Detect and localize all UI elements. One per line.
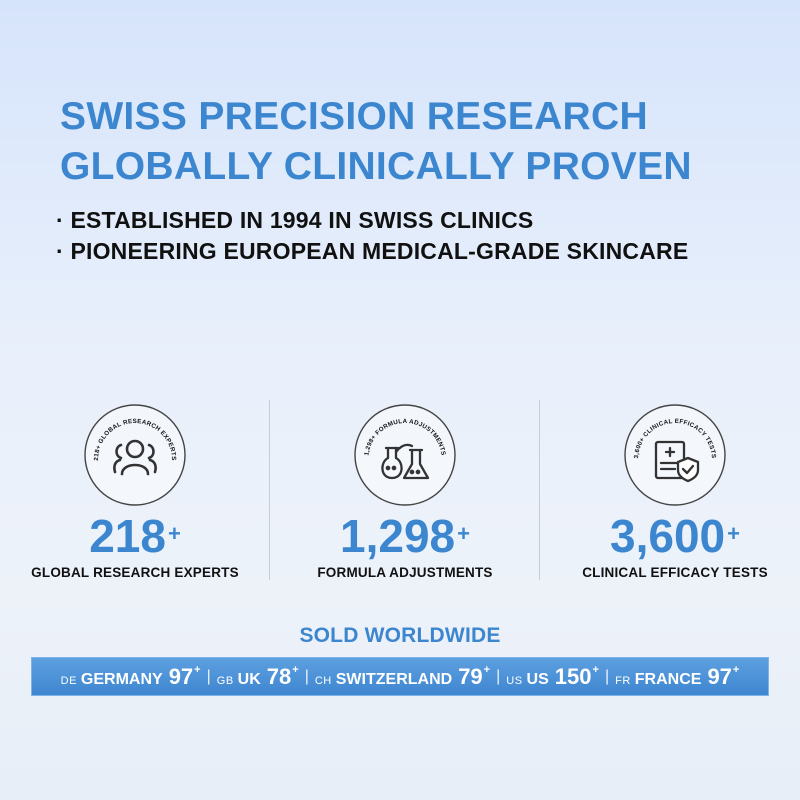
bullet-text: ESTABLISHED IN 1994 IN SWISS CLINICS <box>70 207 534 233</box>
bullet-marker: · <box>56 238 64 264</box>
stat-number: 218+ <box>89 510 181 562</box>
bullet-text: PIONEERING EUROPEAN MEDICAL-GRADE SKINCA… <box>70 238 689 264</box>
stat-number: 3,600+ <box>610 510 740 562</box>
country-item-switzerland: CH SWITZERLAND 79+ <box>315 664 490 690</box>
separator: | <box>604 667 610 685</box>
stat-number: 1,298+ <box>340 510 470 562</box>
separator: | <box>496 667 501 685</box>
sold-worldwide-title: SOLD WORLDWIDE <box>299 624 501 647</box>
bullet-item: · ESTABLISHED IN 1994 IN SWISS CLINICS <box>56 205 776 236</box>
country-item-germany: DE GERMANY 97+ <box>61 664 201 690</box>
country-name: GERMANY <box>80 670 163 688</box>
country-code: FR <box>615 674 631 687</box>
separator: | <box>206 667 211 685</box>
country-value: 97+ <box>707 663 740 689</box>
stat-clinical-tests: 3,600+ CLINICAL EFFICACY TESTS 3,600+ CL… <box>540 400 800 585</box>
country-value: 78+ <box>266 663 299 689</box>
separator: | <box>304 667 309 685</box>
country-code: DE <box>60 674 77 687</box>
stat-formula-adjustments: 1,298+ FORMULA ADJUSTMENTS 1,298+ FORMUL… <box>270 400 540 585</box>
stat-label: FORMULA ADJUSTMENTS <box>317 565 493 580</box>
country-bar: DE GERMANY 97+ | GB UK 78+ | CH SWITZERL… <box>31 657 769 696</box>
country-name: UK <box>237 670 261 688</box>
badge-formula-adjustments: 1,298+ FORMULA ADJUSTMENTS <box>350 400 460 510</box>
bullet-item: · PIONEERING EUROPEAN MEDICAL-GRADE SKIN… <box>56 236 776 267</box>
badge-clinical-tests: 3,600+ CLINICAL EFFICACY TESTS <box>620 400 730 510</box>
headline-line-1: SWISS PRECISION RESEARCH <box>60 95 648 138</box>
badge-research-experts: 218+ GLOBAL RESEARCH EXPERTS <box>80 400 190 510</box>
country-value: 150+ <box>554 663 599 689</box>
country-item-france: FR FRANCE 97+ <box>615 664 739 690</box>
people-group-icon <box>113 439 157 476</box>
country-code: GB <box>216 674 234 687</box>
country-name: US <box>526 670 549 688</box>
stats-section: 218+ GLOBAL RESEARCH EXPERTS 218+ GLOBAL… <box>0 400 800 585</box>
medical-report-shield-icon <box>654 440 700 483</box>
stat-research-experts: 218+ GLOBAL RESEARCH EXPERTS 218+ GLOBAL… <box>0 400 270 585</box>
lab-flask-icon <box>381 443 430 480</box>
country-value: 97+ <box>168 663 201 689</box>
headline: SWISS PRECISION RESEARCH GLOBALLY CLINIC… <box>60 92 780 192</box>
country-item-uk: GB UK 78+ <box>217 664 299 690</box>
divider <box>269 400 270 580</box>
country-name: SWITZERLAND <box>335 670 453 688</box>
country-value: 79+ <box>458 663 491 689</box>
country-code: US <box>506 674 523 687</box>
country-item-us: US US 150+ <box>506 664 599 690</box>
bullet-list: · ESTABLISHED IN 1994 IN SWISS CLINICS ·… <box>56 205 776 267</box>
country-name: FRANCE <box>634 670 702 688</box>
stat-label: CLINICAL EFFICACY TESTS <box>582 565 768 580</box>
headline-line-2: GLOBALLY CLINICALLY PROVEN <box>60 145 692 188</box>
country-code: CH <box>314 674 332 687</box>
bullet-marker: · <box>56 207 64 233</box>
divider <box>539 400 540 580</box>
stat-label: GLOBAL RESEARCH EXPERTS <box>31 565 239 580</box>
